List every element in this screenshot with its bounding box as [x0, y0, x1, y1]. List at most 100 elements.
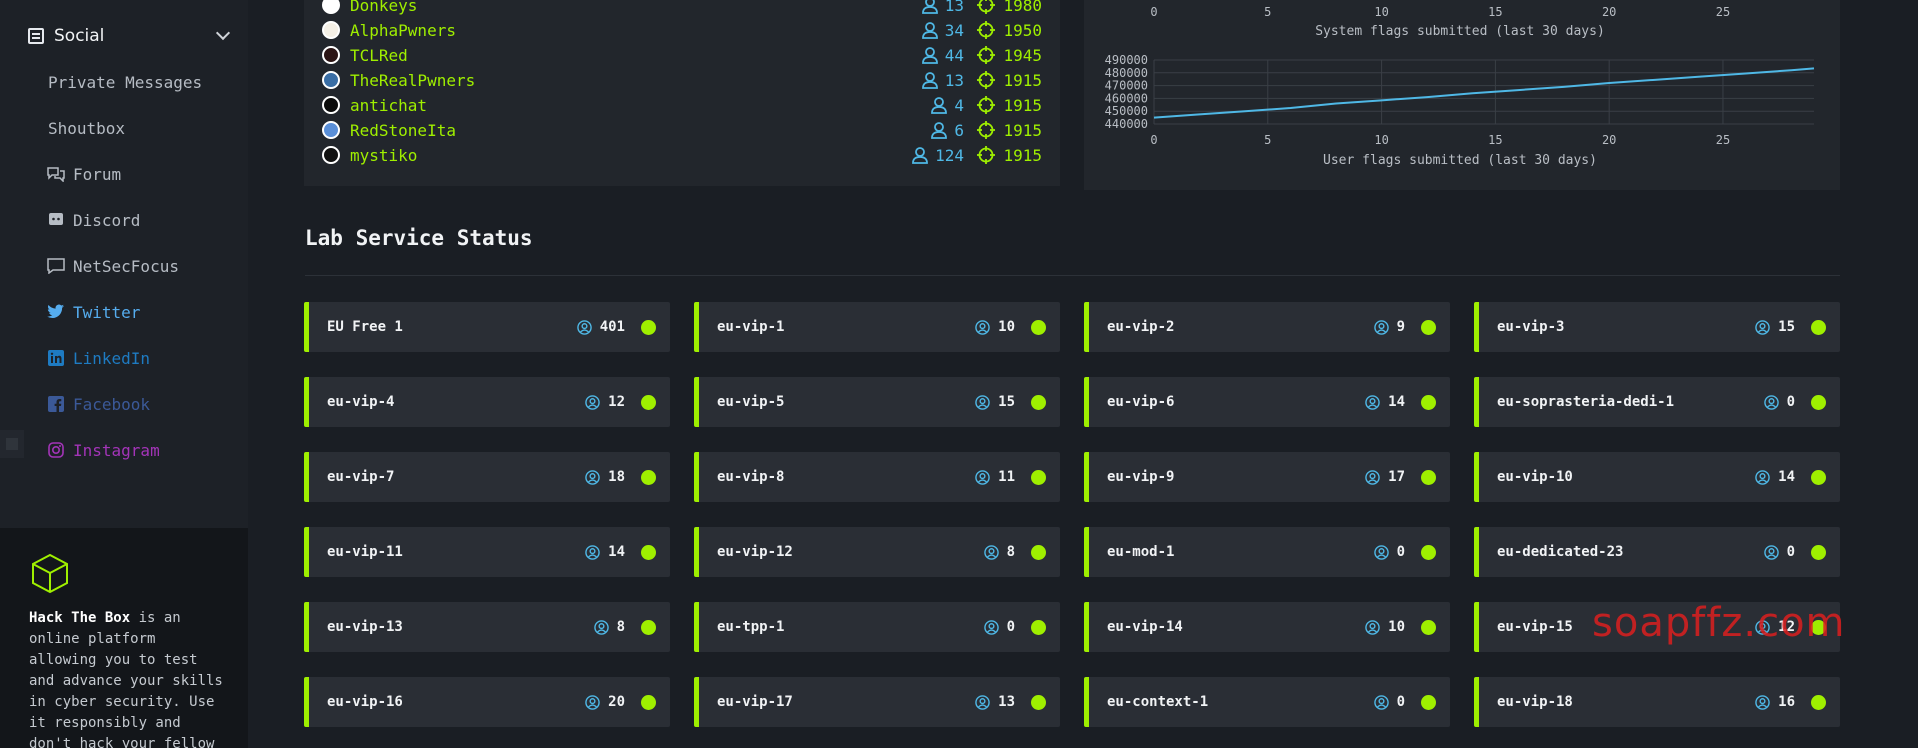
system-x-tick-label: 20	[1602, 5, 1616, 19]
crosshair-icon	[977, 96, 996, 114]
team-name[interactable]: TCLRed	[350, 45, 408, 65]
server-user-count: 0	[1396, 694, 1405, 710]
team-points: 1915	[964, 71, 1042, 90]
team-name[interactable]: mystiko	[350, 145, 418, 165]
sidebar-item-shoutbox[interactable]: Shoutbox	[48, 116, 125, 140]
sidebar-item-linkedin[interactable]: LinkedIn	[47, 346, 150, 370]
team-member-count: 6	[954, 120, 964, 140]
server-users: 8	[983, 544, 1015, 560]
server-card[interactable]: eu-vip-10 14	[1474, 452, 1840, 502]
server-card[interactable]: eu-vip-11 14	[304, 527, 670, 577]
team-name[interactable]: Donkeys	[350, 0, 418, 15]
flags-chart-panel: 0 5 10 15 20 25 System flags submitted (last …	[1084, 0, 1840, 190]
team-avatar	[322, 71, 340, 89]
server-card[interactable]: eu-vip-3 15	[1474, 302, 1840, 352]
sidebar-item-twitter[interactable]: Twitter	[47, 300, 140, 324]
server-users: 8	[593, 619, 625, 635]
user-icon	[1763, 394, 1779, 410]
server-card[interactable]: eu-vip-17 13	[694, 677, 1060, 727]
sidebar-collapse-handle[interactable]	[0, 430, 24, 458]
team-points: 1915	[964, 96, 1042, 115]
sidebar-item-instagram[interactable]: Instagram	[47, 438, 160, 462]
server-users: 10	[975, 319, 1015, 335]
server-card[interactable]: eu-vip-2 9	[1084, 302, 1450, 352]
team-name[interactable]: RedStoneIta	[350, 120, 456, 140]
team-row[interactable]: antichat 4 1915	[322, 94, 1042, 116]
members-icon	[931, 122, 948, 139]
server-card[interactable]: eu-vip-8 11	[694, 452, 1060, 502]
sidebar-item-label: LinkedIn	[73, 348, 151, 368]
server-name: eu-vip-1	[717, 319, 785, 335]
status-online-indicator	[641, 319, 656, 335]
server-card[interactable]: eu-vip-18 16	[1474, 677, 1840, 727]
team-row[interactable]: TCLRed 44 1945	[322, 44, 1042, 66]
server-card[interactable]: eu-vip-4 12	[304, 377, 670, 427]
user-x-tick-label: 5	[1264, 133, 1271, 147]
user-y-tick-label: 450000	[1105, 104, 1148, 118]
crosshair-icon	[977, 21, 996, 39]
sidebar-item-facebook[interactable]: Facebook	[47, 392, 150, 416]
status-online-indicator	[1421, 394, 1436, 410]
server-user-count: 8	[616, 619, 625, 635]
team-avatar	[322, 96, 340, 114]
team-row[interactable]: TheRealPwners 13 1915	[322, 69, 1042, 91]
status-online-indicator	[1421, 319, 1436, 335]
server-user-count: 0	[1786, 394, 1795, 410]
crosshair-icon	[977, 0, 996, 14]
server-card[interactable]: eu-soprasteria-dedi-1 0	[1474, 377, 1840, 427]
user-icon	[593, 619, 609, 635]
members-icon	[912, 147, 928, 164]
social-section-toggle[interactable]: Social	[28, 22, 234, 50]
sidebar-item-forum[interactable]: Forum	[47, 162, 121, 186]
linkedin-icon	[47, 349, 65, 367]
team-members: 13	[874, 71, 964, 90]
team-name[interactable]: AlphaPwners	[350, 20, 456, 40]
team-row[interactable]: mystiko 124 1915	[322, 144, 1042, 166]
server-user-count: 0	[1786, 544, 1795, 560]
server-name: eu-vip-14	[1107, 619, 1183, 635]
team-points-value: 1950	[1003, 20, 1042, 40]
about-description: is an online platform allowing you to te…	[29, 610, 223, 748]
server-card[interactable]: eu-vip-14 10	[1084, 602, 1450, 652]
server-card[interactable]: eu-vip-16 20	[304, 677, 670, 727]
team-members: 4	[874, 96, 964, 115]
server-card[interactable]: eu-vip-13 8	[304, 602, 670, 652]
server-card[interactable]: eu-vip-15 12	[1474, 602, 1840, 652]
server-user-count: 14	[608, 544, 625, 560]
status-online-indicator	[1421, 544, 1436, 560]
team-points-value: 1915	[1003, 95, 1042, 115]
server-card[interactable]: eu-mod-1 0	[1084, 527, 1450, 577]
flags-charts: 0 5 10 15 20 25 System flags submitted (last …	[1105, 5, 1815, 168]
instagram-icon	[47, 441, 65, 459]
team-members: 124	[874, 146, 964, 165]
team-points: 1915	[964, 146, 1042, 165]
server-card[interactable]: eu-vip-12 8	[694, 527, 1060, 577]
server-card[interactable]: eu-vip-1 10	[694, 302, 1060, 352]
server-card[interactable]: eu-vip-6 14	[1084, 377, 1450, 427]
server-card[interactable]: EU Free 1 401	[304, 302, 670, 352]
team-name[interactable]: TheRealPwners	[350, 70, 476, 90]
user-x-tick-label: 10	[1374, 133, 1388, 147]
server-card[interactable]: eu-vip-7 18	[304, 452, 670, 502]
server-card[interactable]: eu-vip-5 15	[694, 377, 1060, 427]
team-name[interactable]: antichat	[350, 95, 428, 115]
status-online-indicator	[1031, 394, 1046, 410]
team-member-count: 13	[944, 70, 964, 90]
team-members: 44	[874, 46, 964, 65]
server-card[interactable]: eu-context-1 0	[1084, 677, 1450, 727]
status-online-indicator	[1811, 544, 1826, 560]
server-card[interactable]: eu-dedicated-23 0	[1474, 527, 1840, 577]
user-icon	[1755, 694, 1770, 710]
team-row[interactable]: RedStoneIta 6 1915	[322, 119, 1042, 141]
htb-cube-logo	[32, 553, 68, 594]
team-row[interactable]: AlphaPwners 34 1950	[322, 19, 1042, 41]
user-icon	[1373, 319, 1389, 335]
server-card[interactable]: eu-vip-9 17	[1084, 452, 1450, 502]
server-card[interactable]: eu-tpp-1 0	[694, 602, 1060, 652]
team-row[interactable]: Donkeys 13 1980	[322, 0, 1042, 16]
sidebar-item-discord[interactable]: Discord	[47, 208, 140, 232]
sidebar-item-private-messages[interactable]: Private Messages	[48, 70, 202, 94]
server-user-count: 18	[608, 469, 625, 485]
user-icon	[585, 544, 600, 560]
sidebar-item-netsecfocus[interactable]: NetSecFocus	[47, 254, 179, 278]
